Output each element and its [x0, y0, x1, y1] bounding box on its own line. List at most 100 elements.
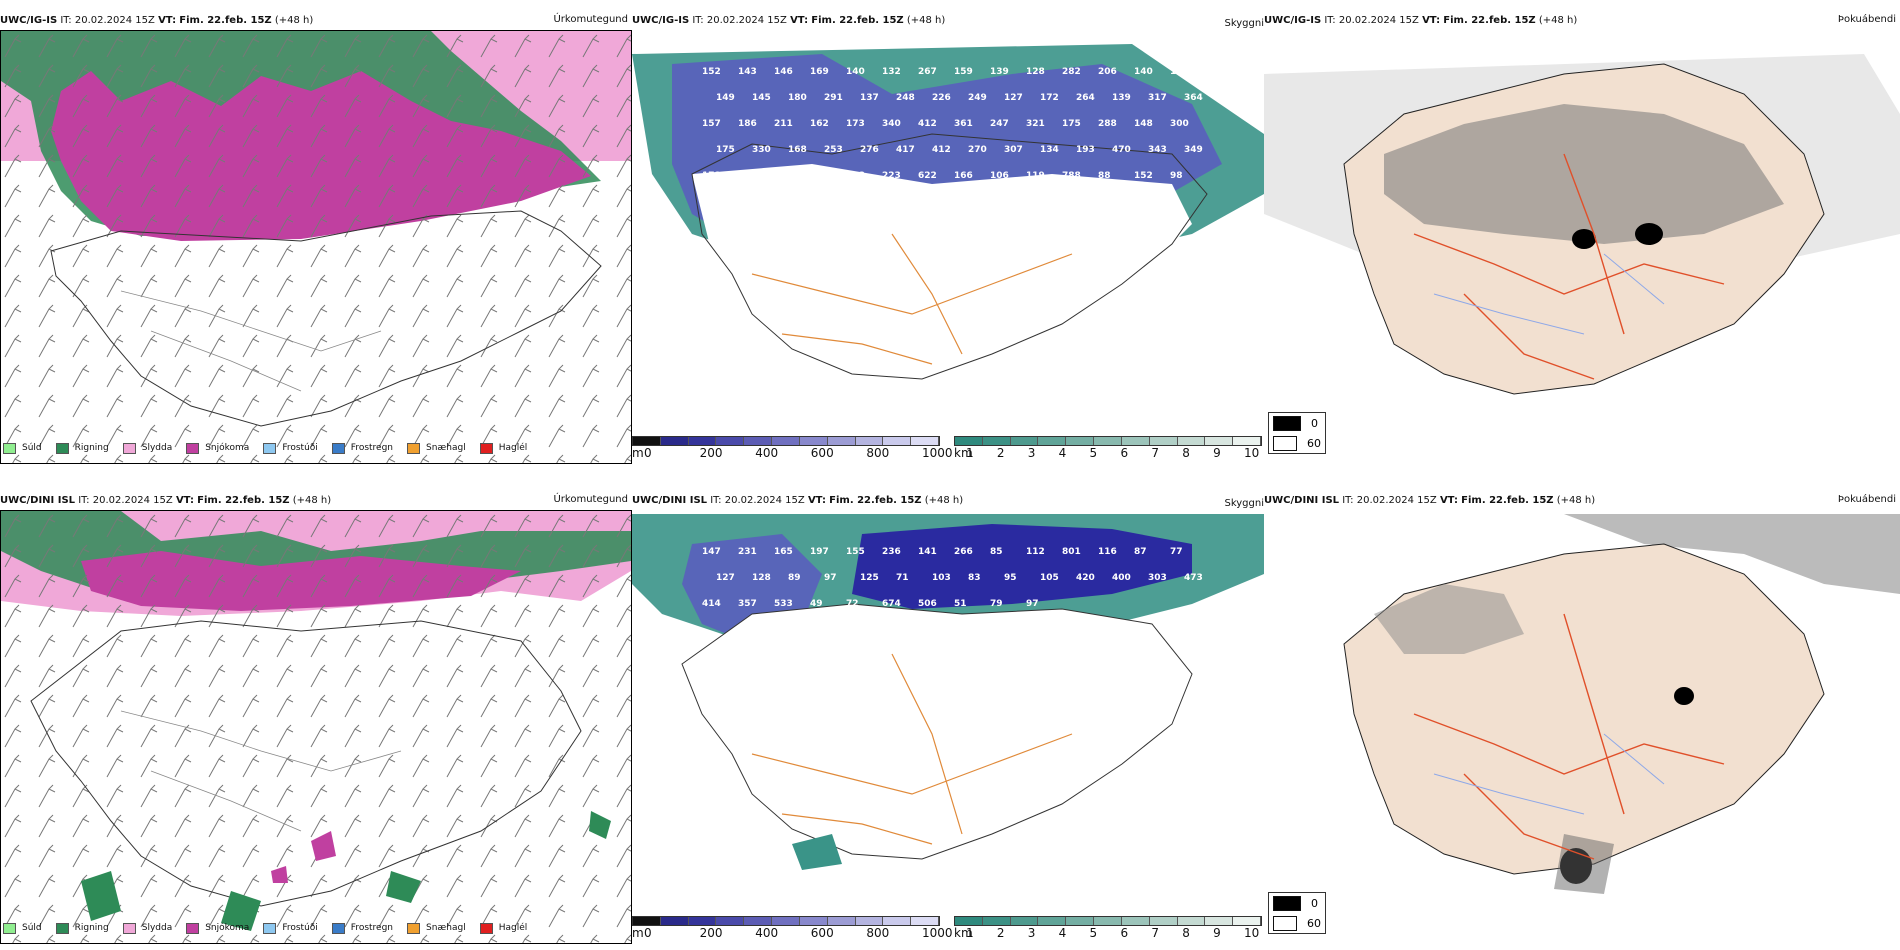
- visibility-value-label: 414: [702, 599, 721, 609]
- visibility-value-label: 127: [1004, 93, 1023, 103]
- colorbar-unit: km: [954, 926, 973, 940]
- visibility-value-label: 282: [1062, 67, 1081, 77]
- visibility-value-label: 128: [752, 573, 771, 583]
- visibility-value-label: 506: [918, 599, 937, 609]
- colorbar-segment: [772, 917, 800, 925]
- visibility-value-label: 344: [774, 171, 793, 181]
- valid-time: Fim. 22.feb. 15Z: [197, 495, 290, 506]
- colorbar-segment: [688, 437, 717, 445]
- visibility-value-label: 307: [1004, 145, 1023, 155]
- fog-map: [1264, 34, 1900, 434]
- visibility-value-label: 470: [1112, 145, 1131, 155]
- visibility-value-label: 149: [716, 93, 735, 103]
- valid-time: Fim. 22.feb. 15Z: [1461, 495, 1554, 506]
- visibility-value-label: 186: [738, 119, 757, 129]
- colorbar-tick: 3: [1027, 446, 1036, 460]
- visibility-value-label: 264: [1076, 93, 1095, 103]
- visibility-value-label: 79: [990, 599, 1003, 609]
- init-time: IT: 20.02.2024 15Z: [692, 15, 787, 26]
- visibility-value-label: 473: [1184, 573, 1203, 583]
- precip-map: [1, 511, 631, 943]
- model-name: UWC/IG-IS: [1264, 15, 1322, 26]
- visibility-value-label: 95: [1004, 573, 1017, 583]
- lead-time: (+48 h): [1556, 495, 1596, 506]
- visibility-value-label: 317: [1148, 93, 1167, 103]
- visibility-value-label: 140: [1134, 67, 1153, 77]
- fog-map: [1264, 514, 1900, 914]
- colorbar-segment: [955, 917, 983, 925]
- legend-item: Frostregn: [331, 922, 393, 934]
- colorbar-tick: 400: [755, 926, 779, 940]
- colorbar-segment: [883, 917, 912, 925]
- legend-item: Frostúði: [263, 442, 318, 454]
- colorbar-tick: 2: [996, 446, 1005, 460]
- visibility-value-label: 622: [918, 171, 937, 181]
- visibility-value-label: 193: [1076, 145, 1095, 155]
- colorbar-tick: 3: [1027, 926, 1036, 940]
- colorbar-segment: [1066, 437, 1095, 445]
- colorbar-tick: 1: [966, 926, 974, 940]
- valid-label: VT:: [158, 15, 177, 26]
- lead-time: (+48 h): [274, 15, 314, 26]
- precip-legend: Súld Rigning Slydda Snjókoma Frostúði Fr…: [3, 917, 541, 939]
- init-time: IT: 20.02.2024 15Z: [1324, 15, 1419, 26]
- visibility-value-label: 32: [716, 197, 729, 207]
- visibility-panel-top: UWC/IG-IS IT: 20.02.2024 15Z VT: Fim. 22…: [632, 12, 1264, 464]
- visibility-value-label: 112: [1026, 547, 1045, 557]
- colorbar-segment: [744, 917, 773, 925]
- model-name: UWC/IG-IS: [632, 15, 690, 26]
- visibility-value-label: 148: [1170, 67, 1189, 77]
- visibility-value-label: 321: [1026, 119, 1045, 129]
- colorbar-segment: [1121, 917, 1150, 925]
- colorbar-tick: 1000: [922, 446, 953, 460]
- visibility-value-label: 276: [860, 145, 879, 155]
- colorbar-tick: 6: [1120, 446, 1129, 460]
- visibility-value-label: 157: [702, 119, 721, 129]
- precip-map: [1, 31, 631, 463]
- panel-header: UWC/IG-IS IT: 20.02.2024 15Z VT: Fim. 22…: [1264, 12, 1577, 30]
- visibility-value-label: 169: [810, 67, 829, 77]
- visibility-value-label: 417: [896, 145, 915, 155]
- visibility-value-label: 211: [774, 119, 793, 129]
- visibility-value-label: 330: [752, 145, 771, 155]
- visibility-value-label: 172: [1040, 93, 1059, 103]
- visibility-value-label: 127: [716, 573, 735, 583]
- colorbar-segment: [744, 437, 773, 445]
- colorbar-segment: [1177, 437, 1206, 445]
- visibility-value-label: 97: [1026, 599, 1039, 609]
- panel-header: UWC/DINI ISL IT: 20.02.2024 15Z VT: Fim.…: [632, 492, 963, 510]
- visibility-value-label: 137: [860, 93, 879, 103]
- visibility-value-label: 85: [990, 547, 1003, 557]
- visibility-value-label: 143: [738, 67, 757, 77]
- legend-item: Snæhagl: [407, 442, 466, 454]
- visibility-value-label: 148: [1134, 119, 1153, 129]
- lead-time: (+48 h): [1538, 15, 1578, 26]
- colorbar-segment: [1205, 917, 1234, 925]
- colorbar-km-ticks: km 1 2 3 4 5 6 7 8 9 10: [954, 926, 1260, 942]
- legend-item: Frostúði: [263, 922, 318, 934]
- valid-time: Fim. 22.feb. 15Z: [829, 495, 922, 506]
- colorbar-segment: [1094, 437, 1122, 445]
- precip-legend: Súld Rigning Slydda Snjókoma Frostúði Fr…: [3, 437, 541, 459]
- visibility-value-label: 206: [1098, 67, 1117, 77]
- visibility-value-label: 152: [702, 67, 721, 77]
- colorbar-segment: [1205, 437, 1234, 445]
- visibility-value-label: 248: [896, 93, 915, 103]
- colorbar-segment: [855, 917, 884, 925]
- precip-panel-bottom: UWC/DINI ISL IT: 20.02.2024 15Z VT: Fim.…: [0, 492, 632, 944]
- colorbar-segment: [633, 437, 661, 445]
- colorbar-unit: m: [632, 446, 644, 460]
- colorbar-segment: [799, 917, 828, 925]
- visibility-value-label: 162: [810, 119, 829, 129]
- valid-time: Fim. 22.feb. 15Z: [179, 15, 272, 26]
- visibility-value-label: 412: [918, 119, 937, 129]
- colorbar-tick: 2: [996, 926, 1005, 940]
- map-frame: Súld Rigning Slydda Snjókoma Frostúði Fr…: [0, 30, 632, 464]
- visibility-value-label: 72: [846, 599, 859, 609]
- colorbar-m-ticks: m 0 200 400 600 800 1000: [632, 926, 953, 942]
- visibility-value-label: 89: [788, 573, 801, 583]
- visibility-value-label: 180: [788, 93, 807, 103]
- visibility-value-label: 98: [1170, 171, 1183, 181]
- visibility-value-label: 165: [774, 547, 793, 557]
- valid-label: VT:: [790, 15, 809, 26]
